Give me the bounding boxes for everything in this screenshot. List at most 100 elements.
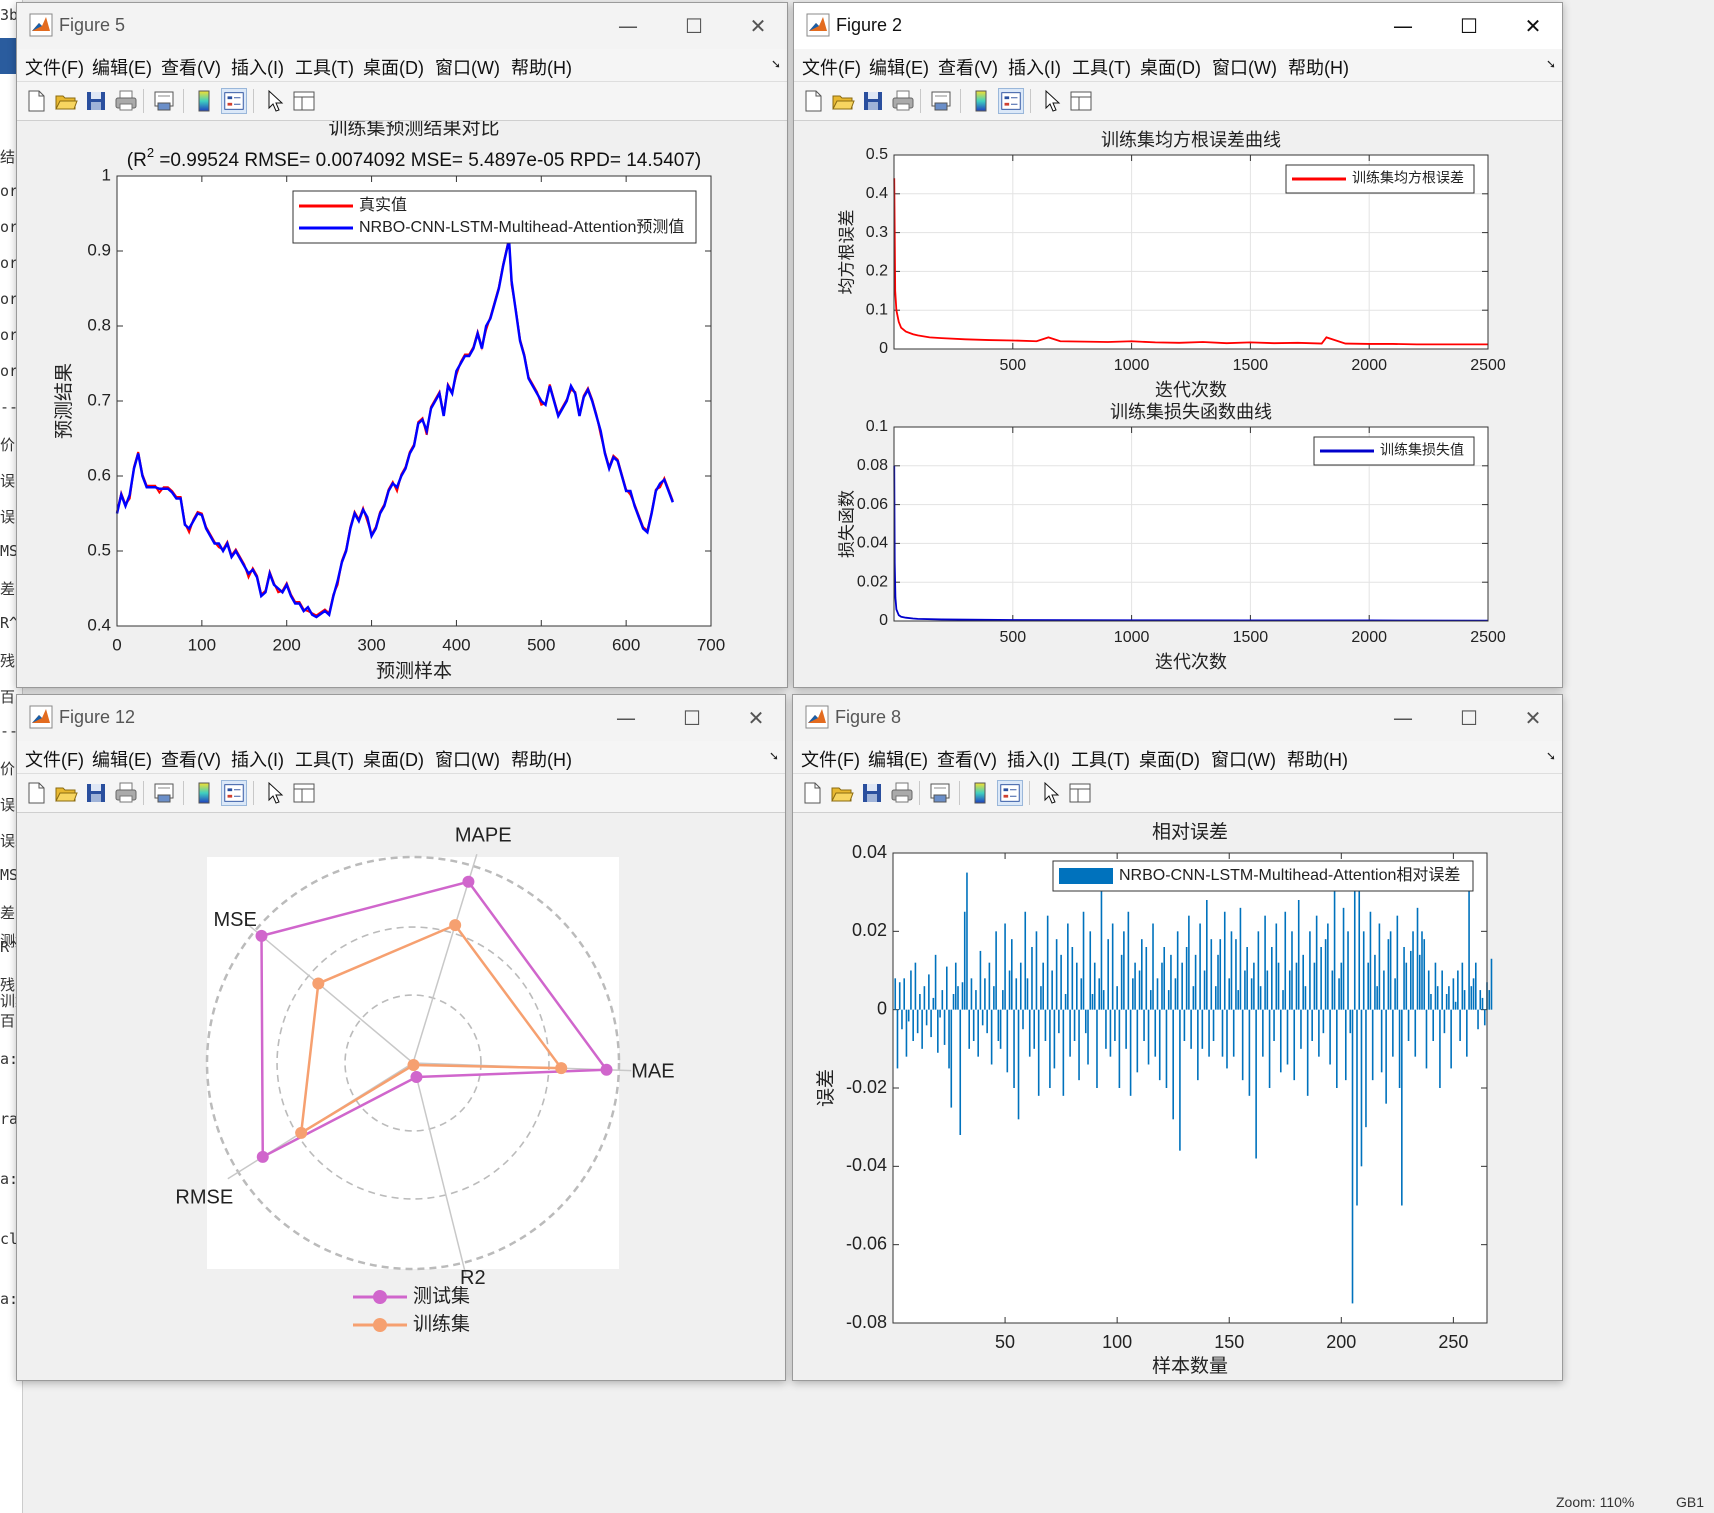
save-icon[interactable]	[83, 780, 109, 806]
colorbar-icon[interactable]	[968, 88, 994, 114]
menu-item[interactable]: 查看(V)	[161, 750, 221, 770]
property-editor-icon[interactable]	[1068, 88, 1094, 114]
menu-item[interactable]: 文件(F)	[801, 750, 860, 770]
background-text-line: --	[0, 398, 19, 416]
dock-arrow-icon[interactable]: ➘	[768, 749, 779, 763]
pointer-icon[interactable]	[1038, 88, 1064, 114]
menu-item[interactable]: 查看(V)	[937, 750, 997, 770]
menu-item[interactable]: 工具(T)	[1072, 58, 1131, 78]
menu-item[interactable]: 窗口(W)	[435, 750, 500, 770]
new-figure-icon[interactable]	[800, 88, 826, 114]
menu-item[interactable]: 查看(V)	[161, 58, 221, 78]
menu-item[interactable]: 编辑(E)	[869, 58, 929, 78]
close-button[interactable]: ✕	[1524, 706, 1542, 730]
figure12-plot-area: MAPE MAE R2 RMSE MSE 测试集 训练集	[17, 813, 785, 1380]
menu-item[interactable]: 桌面(D)	[1139, 750, 1200, 770]
property-editor-icon[interactable]	[291, 88, 317, 114]
property-editor-icon[interactable]	[1067, 780, 1093, 806]
new-figure-icon[interactable]	[23, 88, 49, 114]
figure8-window[interactable]: Figure 8 — ☐ ✕ 文件(F) 编辑(E) 查看(V) 插入(I) 工具(T)…	[792, 694, 1563, 1381]
pointer-icon[interactable]	[261, 88, 287, 114]
figure12-window[interactable]: Figure 12 — ☐ ✕ 文件(F) 编辑(E) 查看(V) 插入(I) 工具(T…	[16, 694, 786, 1381]
legend-icon[interactable]	[221, 88, 247, 114]
menu-item[interactable]: 帮助(H)	[511, 750, 572, 770]
error-bar	[1253, 962, 1255, 1010]
menu-item[interactable]: 帮助(H)	[1287, 750, 1348, 770]
legend-icon[interactable]	[998, 88, 1024, 114]
figure5-window[interactable]: Figure 5 — ☐ ✕ 文件(F) 编辑(E) 查看(V) 插入(I) 工具(T)…	[16, 2, 788, 688]
open-file-icon[interactable]	[829, 780, 855, 806]
property-editor-icon[interactable]	[291, 780, 317, 806]
figure2-titlebar[interactable]: Figure 2 — ☐ ✕	[794, 3, 1562, 49]
print-icon[interactable]	[889, 780, 915, 806]
figure5-titlebar[interactable]: Figure 5 — ☐ ✕	[17, 3, 787, 49]
figure2-window[interactable]: Figure 2 — ☐ ✕ 文件(F) 编辑(E) 查看(V) 插入(I) 工具(T)…	[793, 2, 1563, 688]
menu-item[interactable]: 编辑(E)	[92, 750, 152, 770]
figure8-titlebar[interactable]: Figure 8 — ☐ ✕	[793, 695, 1562, 741]
menu-item[interactable]: 查看(V)	[938, 58, 998, 78]
menu-item[interactable]: 文件(F)	[25, 750, 84, 770]
error-bar	[1158, 1009, 1161, 1081]
maximize-button[interactable]: ☐	[683, 706, 701, 730]
print-icon[interactable]	[890, 88, 916, 114]
menu-item[interactable]: 桌面(D)	[1140, 58, 1201, 78]
print-preview-icon[interactable]	[151, 780, 177, 806]
error-bar	[1174, 978, 1177, 1010]
minimize-button[interactable]: —	[618, 14, 638, 38]
pointer-icon[interactable]	[1037, 780, 1063, 806]
menu-item[interactable]: 文件(F)	[25, 58, 84, 78]
legend-icon[interactable]	[221, 780, 247, 806]
save-icon[interactable]	[859, 780, 885, 806]
maximize-button[interactable]: ☐	[1460, 706, 1478, 730]
menu-item[interactable]: 窗口(W)	[1212, 58, 1277, 78]
colorbar-icon[interactable]	[191, 88, 217, 114]
minimize-button[interactable]: —	[1393, 706, 1413, 730]
menu-item[interactable]: 帮助(H)	[511, 58, 572, 78]
close-button[interactable]: ✕	[747, 706, 765, 730]
print-preview-icon[interactable]	[927, 780, 953, 806]
dock-arrow-icon[interactable]: ➘	[1545, 749, 1556, 763]
open-file-icon[interactable]	[53, 780, 79, 806]
save-icon[interactable]	[83, 88, 109, 114]
open-file-icon[interactable]	[53, 88, 79, 114]
minimize-button[interactable]: —	[616, 706, 636, 730]
dock-arrow-icon[interactable]: ➘	[770, 57, 781, 71]
menu-item[interactable]: 工具(T)	[295, 58, 354, 78]
y-tick-label: 0.08	[857, 457, 888, 474]
menu-item[interactable]: 窗口(W)	[1211, 750, 1276, 770]
menu-item[interactable]: 编辑(E)	[868, 750, 928, 770]
figure12-titlebar[interactable]: Figure 12 — ☐ ✕	[17, 695, 785, 741]
close-button[interactable]: ✕	[749, 14, 767, 38]
menu-item[interactable]: 桌面(D)	[363, 58, 424, 78]
new-figure-icon[interactable]	[23, 780, 49, 806]
colorbar-icon[interactable]	[191, 780, 217, 806]
menu-item[interactable]: 插入(I)	[1007, 750, 1060, 770]
menu-item[interactable]: 工具(T)	[295, 750, 354, 770]
menu-item[interactable]: 插入(I)	[231, 750, 284, 770]
menu-item[interactable]: 文件(F)	[802, 58, 861, 78]
print-preview-icon[interactable]	[928, 88, 954, 114]
print-icon[interactable]	[113, 88, 139, 114]
legend-icon[interactable]	[997, 780, 1023, 806]
menu-item[interactable]: 插入(I)	[1008, 58, 1061, 78]
error-bar	[1434, 962, 1437, 1010]
new-figure-icon[interactable]	[799, 780, 825, 806]
pointer-icon[interactable]	[261, 780, 287, 806]
menu-item[interactable]: 工具(T)	[1071, 750, 1130, 770]
open-file-icon[interactable]	[830, 88, 856, 114]
maximize-button[interactable]: ☐	[685, 14, 703, 38]
print-icon[interactable]	[113, 780, 139, 806]
menu-item[interactable]: 编辑(E)	[92, 58, 152, 78]
save-icon[interactable]	[860, 88, 886, 114]
menu-item[interactable]: 桌面(D)	[363, 750, 424, 770]
maximize-button[interactable]: ☐	[1460, 14, 1478, 38]
colorbar-icon[interactable]	[967, 780, 993, 806]
close-button[interactable]: ✕	[1524, 14, 1542, 38]
print-preview-icon[interactable]	[151, 88, 177, 114]
dock-arrow-icon[interactable]: ➘	[1545, 57, 1556, 71]
minimize-button[interactable]: —	[1393, 14, 1413, 38]
menu-item[interactable]: 插入(I)	[231, 58, 284, 78]
error-bar	[995, 931, 997, 1010]
menu-item[interactable]: 帮助(H)	[1288, 58, 1349, 78]
menu-item[interactable]: 窗口(W)	[435, 58, 500, 78]
